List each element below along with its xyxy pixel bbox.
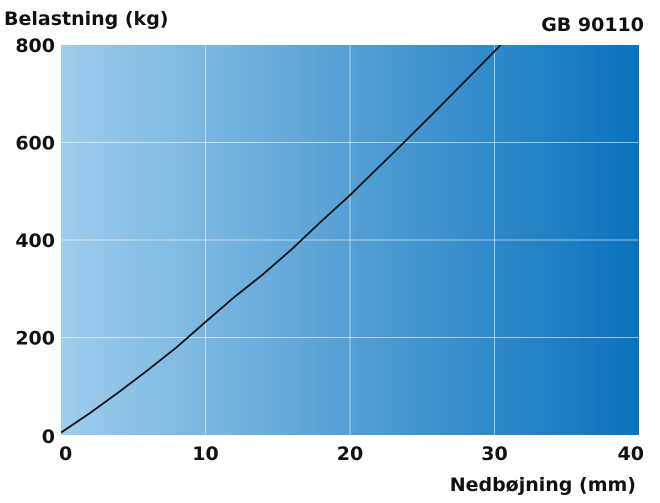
y-tick-label: 0: [42, 426, 55, 448]
x-tick-label: 10: [192, 443, 218, 465]
x-tick-label: 30: [481, 443, 507, 465]
x-axis-title: Nedbøjning (mm): [450, 474, 636, 496]
x-tick-label: 0: [59, 443, 72, 465]
y-tick-label: 200: [15, 328, 55, 350]
y-tick-label: 400: [15, 230, 55, 252]
series-layer: [61, 45, 502, 434]
y-tick-label: 600: [15, 133, 55, 155]
x-tick-label: 40: [618, 443, 644, 465]
chart-title: GB 90110: [541, 14, 644, 36]
y-tick-label: 800: [15, 35, 55, 57]
grid-lines: [61, 45, 639, 435]
y-axis-title: Belastning (kg): [4, 8, 168, 30]
series-line: [61, 45, 502, 434]
x-tick-label: 20: [337, 443, 363, 465]
